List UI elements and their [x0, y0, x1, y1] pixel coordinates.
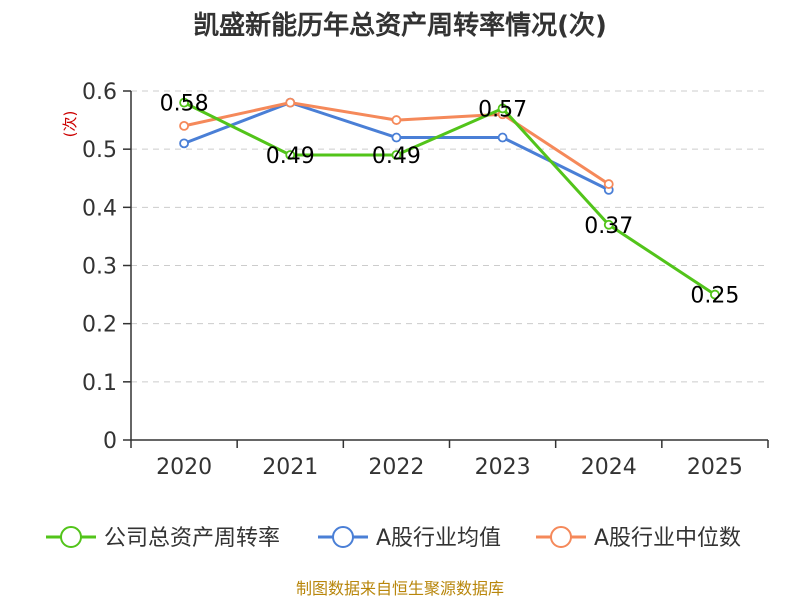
x-tick-label: 2021: [262, 455, 318, 480]
y-tick-label: 0.6: [82, 80, 117, 105]
data-label: 0.57: [478, 97, 527, 122]
x-tick-label: 2024: [581, 455, 637, 480]
grid-lines: [131, 90, 768, 383]
y-tick-label: 0.2: [82, 313, 117, 338]
data-point: [391, 115, 402, 125]
legend-label: A股行业均值: [376, 526, 501, 551]
data-label: 0.49: [372, 144, 421, 169]
data-point: [391, 150, 402, 160]
y-tick-label: 0.5: [82, 138, 117, 163]
legend: 公司总资产周转率 A股行业均值 A股行业中位数: [46, 526, 741, 551]
x-tick-label: 2022: [368, 455, 424, 480]
legend-item: 公司总资产周转率: [46, 526, 280, 551]
data-point: [603, 179, 614, 189]
data-label: 0.58: [160, 92, 209, 117]
chart-title: 凯盛新能历年总资产周转率情况(次): [193, 10, 607, 41]
data-point: [179, 121, 189, 131]
legend-label: 公司总资产周转率: [104, 526, 280, 551]
legend-swatch-marker: [550, 526, 572, 548]
y-tick-label: 0: [103, 429, 117, 454]
legend-swatch-marker: [60, 526, 82, 548]
data-point: [179, 138, 189, 149]
x-tick-label: 2025: [687, 455, 743, 480]
series-0: [179, 97, 720, 300]
source-note: 制图数据来自恒生聚源数据库: [296, 579, 504, 598]
data-label: 0.25: [690, 284, 739, 309]
legend-item: A股行业中位数: [536, 526, 741, 551]
series-line: [183, 101, 716, 296]
series-group: 0.58 0.49 0.49 0.57 0.37 0.25: [160, 92, 740, 309]
data-point: [603, 219, 614, 230]
data-label: 0.37: [584, 214, 633, 239]
legend-swatch-marker: [332, 526, 354, 548]
legend-label: A股行业中位数: [594, 526, 741, 551]
x-tick-label: 2023: [475, 455, 531, 480]
data-point: [710, 289, 720, 300]
x-tick-label: 2020: [156, 455, 212, 480]
data-point: [285, 150, 296, 160]
y-axis-unit: (次): [61, 111, 79, 138]
legend-item: A股行业均值: [318, 526, 501, 551]
data-label: 0.49: [266, 144, 315, 169]
y-tick-label: 0.3: [82, 255, 117, 280]
data-point: [497, 103, 508, 114]
axes: 0 0.1 0.2 0.3 0.4 0.5 0.6 2020 2021 2022 2023 2024 2…: [82, 80, 769, 480]
data-point: [391, 132, 402, 143]
data-point: [285, 97, 296, 108]
y-tick-label: 0.1: [82, 371, 117, 396]
data-point: [497, 132, 508, 143]
data-point: [179, 97, 189, 108]
y-tick-label: 0.4: [82, 196, 117, 221]
